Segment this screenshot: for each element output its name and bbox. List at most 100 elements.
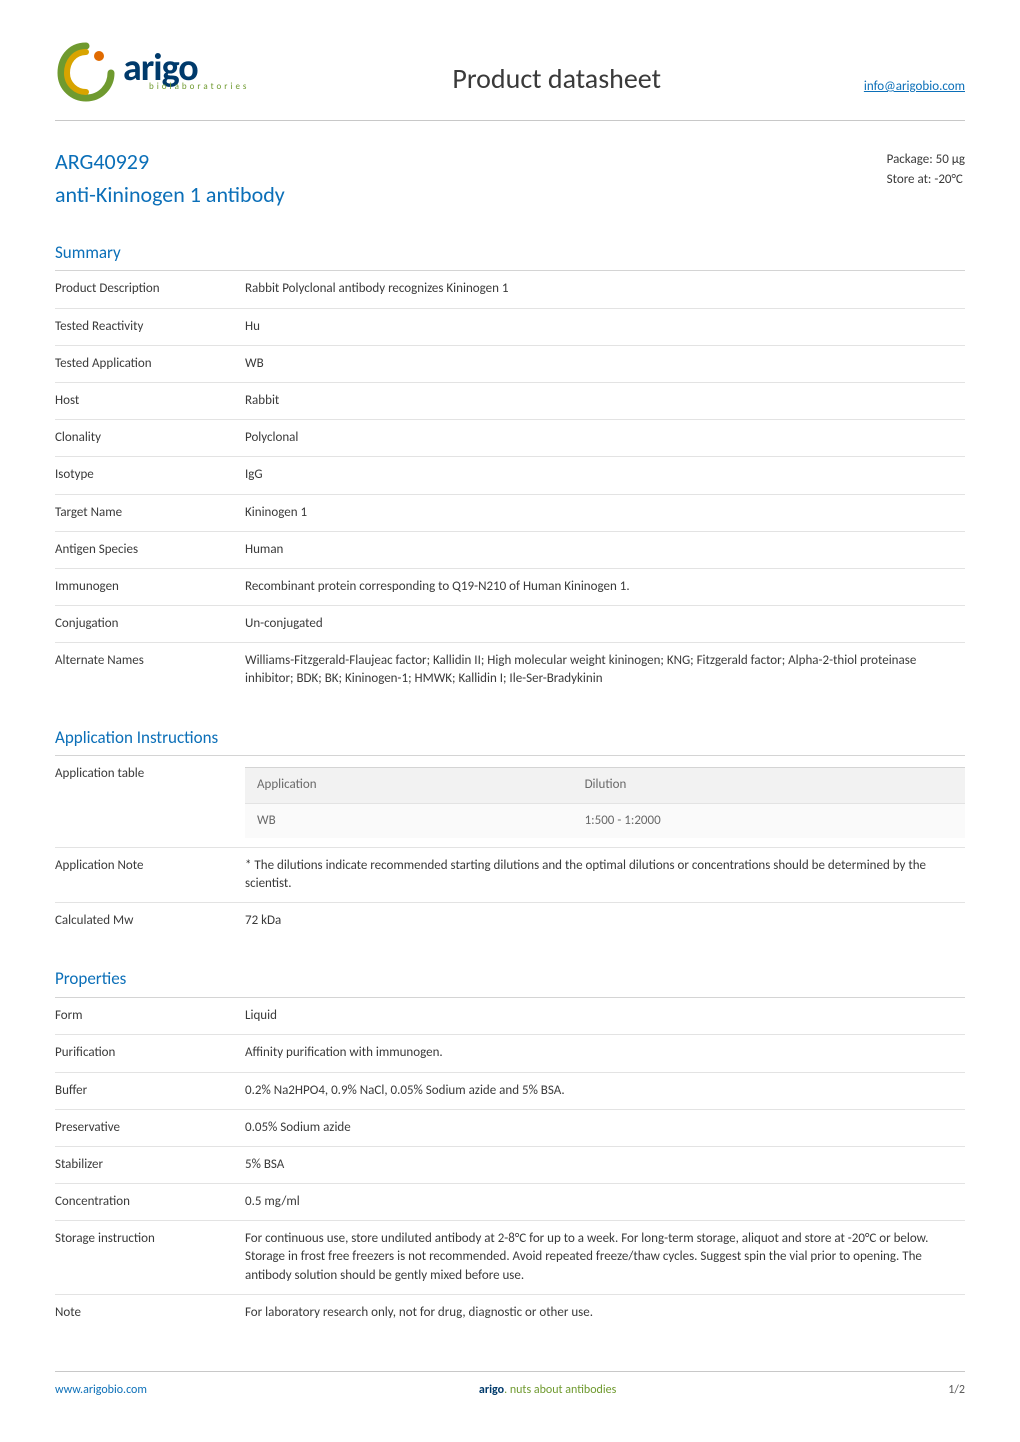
table-row: Concentration0.5 mg/ml (55, 1184, 965, 1221)
kv-key: Note (55, 1294, 245, 1331)
table-row: Calculated Mw72 kDa (55, 903, 965, 940)
cell-application: WB (245, 803, 573, 838)
kv-key: Concentration (55, 1184, 245, 1221)
footer-tagline: arigo. nuts about antibodies (479, 1382, 616, 1399)
kv-key: Purification (55, 1035, 245, 1072)
product-meta: Package: 50 μg Store at: -20°C (887, 147, 965, 191)
product-title-block: ARG40929 anti-Kininogen 1 antibody (55, 147, 285, 211)
section-heading-app: Application Instructions (55, 726, 965, 750)
kv-val: For laboratory research only, not for dr… (245, 1294, 965, 1331)
product-code: ARG40929 (55, 147, 285, 178)
table-row: Preservative0.05% Sodium azide (55, 1109, 965, 1146)
table-row: Application table Application Dilution W… (55, 756, 965, 847)
kv-val: Williams-Fitzgerald-Flaujeac factor; Kal… (245, 643, 965, 698)
logo-block: arigo biolaboratories (55, 40, 249, 102)
page-footer: www.arigobio.com arigo. nuts about antib… (55, 1371, 965, 1399)
page-header: arigo biolaboratories Product datasheet … (55, 40, 965, 121)
table-row: Target NameKininogen 1 (55, 494, 965, 531)
kv-key: Tested Application (55, 345, 245, 382)
kv-val: 0.5 mg/ml (245, 1184, 965, 1221)
footer-site-link[interactable]: www.arigobio.com (55, 1382, 147, 1399)
table-row: Tested ApplicationWB (55, 345, 965, 382)
kv-val: Polyclonal (245, 420, 965, 457)
kv-val: 0.2% Na2HPO4, 0.9% NaCl, 0.05% Sodium az… (245, 1072, 965, 1109)
kv-key: Preservative (55, 1109, 245, 1146)
cell-dilution: 1:500 - 1:2000 (573, 803, 965, 838)
section-heading-summary: Summary (55, 241, 965, 265)
table-row: Buffer0.2% Na2HPO4, 0.9% NaCl, 0.05% Sod… (55, 1072, 965, 1109)
kv-key: Tested Reactivity (55, 308, 245, 345)
logo-swirl-icon (55, 40, 117, 102)
datasheet-title: Product datasheet (249, 59, 863, 102)
table-row: Tested ReactivityHu (55, 308, 965, 345)
kv-val: WB (245, 345, 965, 382)
table-row: FormLiquid (55, 998, 965, 1035)
contact-email-link[interactable]: info@arigobio.com (864, 78, 965, 102)
table-row: NoteFor laboratory research only, not fo… (55, 1294, 965, 1331)
table-row: Alternate NamesWilliams-Fitzgerald-Flauj… (55, 643, 965, 698)
kv-val: Hu (245, 308, 965, 345)
storage-line: Store at: -20°C (887, 171, 965, 189)
kv-val: Un-conjugated (245, 606, 965, 643)
kv-val: IgG (245, 457, 965, 494)
logo-brand: arigo (123, 51, 249, 85)
footer-tagline-rest: . nuts about antibodies (504, 1383, 616, 1397)
kv-val: Liquid (245, 998, 965, 1035)
footer-tagline-brand: arigo (479, 1383, 504, 1397)
product-title-row: ARG40929 anti-Kininogen 1 antibody Packa… (55, 147, 965, 211)
app-instructions-table: Application table Application Dilution W… (55, 755, 965, 939)
kv-key: Application Note (55, 847, 245, 902)
kv-key: Buffer (55, 1072, 245, 1109)
table-row: ImmunogenRecombinant protein correspondi… (55, 568, 965, 605)
table-row: Application Note* The dilutions indicate… (55, 847, 965, 902)
kv-key: Conjugation (55, 606, 245, 643)
kv-key: Clonality (55, 420, 245, 457)
properties-table: FormLiquid PurificationAffinity purifica… (55, 997, 965, 1331)
summary-table: Product DescriptionRabbit Polyclonal ant… (55, 270, 965, 697)
kv-key: Product Description (55, 271, 245, 308)
section-heading-properties: Properties (55, 967, 965, 991)
kv-val: Human (245, 531, 965, 568)
kv-val: * The dilutions indicate recommended sta… (245, 847, 965, 902)
table-row: HostRabbit (55, 382, 965, 419)
kv-key: Calculated Mw (55, 903, 245, 940)
table-row: WB 1:500 - 1:2000 (245, 803, 965, 838)
kv-key: Target Name (55, 494, 245, 531)
logo-subbrand: biolaboratories (123, 83, 249, 91)
kv-key: Application table (55, 756, 245, 847)
kv-val: 0.05% Sodium azide (245, 1109, 965, 1146)
table-row: ClonalityPolyclonal (55, 420, 965, 457)
kv-key: Host (55, 382, 245, 419)
kv-key: Antigen Species (55, 531, 245, 568)
kv-val: Recombinant protein corresponding to Q19… (245, 568, 965, 605)
table-header-row: Application Dilution (245, 768, 965, 803)
application-dilution-table: Application Dilution WB 1:500 - 1:2000 (245, 767, 965, 837)
app-table-cell: Application Dilution WB 1:500 - 1:2000 (245, 756, 965, 847)
product-name: anti-Kininogen 1 antibody (55, 180, 285, 211)
page-number: 1/2 (948, 1382, 965, 1399)
table-row: ConjugationUn-conjugated (55, 606, 965, 643)
kv-key: Storage instruction (55, 1221, 245, 1295)
kv-key: Alternate Names (55, 643, 245, 698)
package-line: Package: 50 μg (887, 151, 965, 169)
kv-key: Stabilizer (55, 1146, 245, 1183)
kv-val: 72 kDa (245, 903, 965, 940)
table-row: Stabilizer5% BSA (55, 1146, 965, 1183)
table-row: Antigen SpeciesHuman (55, 531, 965, 568)
kv-val: Kininogen 1 (245, 494, 965, 531)
table-row: Product DescriptionRabbit Polyclonal ant… (55, 271, 965, 308)
kv-key: Isotype (55, 457, 245, 494)
kv-val: Rabbit Polyclonal antibody recognizes Ki… (245, 271, 965, 308)
col-application: Application (245, 768, 573, 803)
kv-val: 5% BSA (245, 1146, 965, 1183)
kv-val: Rabbit (245, 382, 965, 419)
table-row: IsotypeIgG (55, 457, 965, 494)
kv-key: Form (55, 998, 245, 1035)
table-row: PurificationAffinity purification with i… (55, 1035, 965, 1072)
kv-val: For continuous use, store undiluted anti… (245, 1221, 965, 1295)
kv-val: Affinity purification with immunogen. (245, 1035, 965, 1072)
table-row: Storage instructionFor continuous use, s… (55, 1221, 965, 1295)
kv-key: Immunogen (55, 568, 245, 605)
logo-text: arigo biolaboratories (123, 51, 249, 91)
col-dilution: Dilution (573, 768, 965, 803)
